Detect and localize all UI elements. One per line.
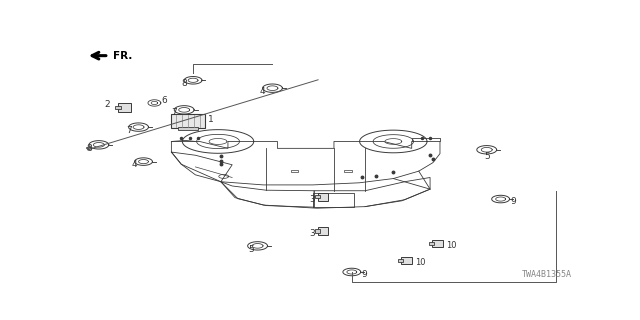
Text: 4: 4 <box>260 87 266 96</box>
Text: 3: 3 <box>309 229 315 238</box>
Bar <box>178 127 198 130</box>
FancyBboxPatch shape <box>399 259 403 262</box>
Text: 6: 6 <box>161 96 167 105</box>
FancyBboxPatch shape <box>401 257 412 264</box>
FancyBboxPatch shape <box>118 103 131 112</box>
FancyBboxPatch shape <box>315 229 320 233</box>
Text: 2: 2 <box>104 100 110 109</box>
Text: 7: 7 <box>125 125 131 135</box>
Text: 9: 9 <box>362 270 367 279</box>
Text: FR.: FR. <box>113 51 132 61</box>
Text: 7: 7 <box>172 108 177 117</box>
Text: 5: 5 <box>484 152 490 161</box>
FancyBboxPatch shape <box>315 195 320 198</box>
Text: 9: 9 <box>511 197 516 206</box>
Text: TWA4B1355A: TWA4B1355A <box>522 270 572 279</box>
Text: 4: 4 <box>132 160 138 169</box>
Text: 10: 10 <box>446 241 456 250</box>
Bar <box>291 170 298 172</box>
Text: 1: 1 <box>207 115 213 124</box>
FancyBboxPatch shape <box>431 240 443 247</box>
Text: 3: 3 <box>309 195 315 204</box>
Bar <box>344 170 352 172</box>
Text: 8: 8 <box>181 79 187 88</box>
Text: 8: 8 <box>86 144 92 153</box>
FancyBboxPatch shape <box>317 227 328 235</box>
Text: 5: 5 <box>248 245 254 254</box>
FancyBboxPatch shape <box>115 106 121 109</box>
FancyBboxPatch shape <box>429 242 434 245</box>
Text: 10: 10 <box>415 258 426 267</box>
Bar <box>172 114 205 128</box>
FancyBboxPatch shape <box>317 193 328 201</box>
